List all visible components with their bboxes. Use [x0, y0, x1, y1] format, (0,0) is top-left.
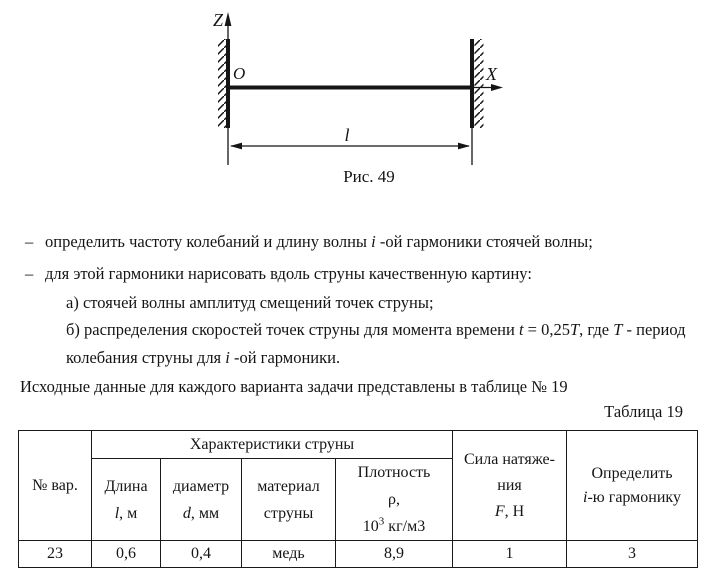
col-header-force: Сила натяже- ния F, Н — [452, 430, 567, 541]
length-label: l — [344, 125, 349, 145]
cell-variant: 23 — [18, 540, 92, 568]
col-header-group-string: Характеристики струны — [91, 430, 453, 459]
task-sub-a: а) стоячей волны амплитуд смещений точек… — [66, 293, 434, 312]
col-header-density: Плотность ρ, 103 кг/м3 — [335, 458, 453, 541]
col-header-material: материал струны — [241, 458, 336, 541]
cell-material: медь — [241, 540, 336, 568]
col-header-harmonic: Определить i-ю гармонику — [566, 430, 698, 541]
cell-force: 1 — [452, 540, 567, 568]
task-item-1: – определить частоту колебаний и длину во… — [25, 232, 593, 252]
dimension-right-arrowhead-icon — [458, 142, 470, 150]
origin-label: O — [233, 64, 245, 83]
table-number-label: Таблица 19 — [604, 402, 683, 421]
task-item-2: – для этой гармоники нарисовать вдоль стр… — [25, 264, 532, 284]
cell-length: 0,6 — [91, 540, 161, 568]
col-header-diameter: диаметр d, мм — [160, 458, 242, 541]
variants-table: № вар. Характеристики струны Сила натяже… — [18, 430, 698, 568]
right-wall-hatching — [474, 39, 484, 128]
left-wall-hatching — [218, 39, 227, 128]
task-item-2-text: для этой гармоники нарисовать вдоль стру… — [45, 264, 532, 283]
col-header-variant: № вар. — [18, 430, 92, 541]
bullet-dash: – — [25, 232, 34, 251]
x-axis-label: X — [485, 64, 498, 84]
cell-harmonic: 3 — [566, 540, 698, 568]
cell-diameter: 0,4 — [160, 540, 242, 568]
figure-caption: Рис. 49 — [343, 167, 395, 186]
figure-string-between-walls: Z O X l Рис. 49 — [213, 10, 503, 186]
task-item-1-text: определить частоту колебаний и длину вол… — [45, 232, 593, 251]
cell-density: 8,9 — [335, 540, 453, 568]
col-header-length: Длина l, м — [91, 458, 161, 541]
bullet-dash: – — [25, 264, 34, 283]
task-sub-b-line1: б) распределения скоростей точек струны … — [66, 320, 686, 339]
z-axis-arrowhead-icon — [224, 12, 232, 26]
table-row: 23 0,6 0,4 медь 8,9 1 3 — [18, 540, 698, 568]
task-sub-b-line2: колебания струны для i -ой гармоники. — [66, 348, 341, 367]
x-axis-arrowhead-icon — [491, 84, 503, 91]
dimension-left-arrowhead-icon — [230, 142, 242, 150]
table-intro-text: Исходные данные для каждого варианта зад… — [20, 377, 568, 396]
z-axis-label: Z — [213, 10, 224, 30]
